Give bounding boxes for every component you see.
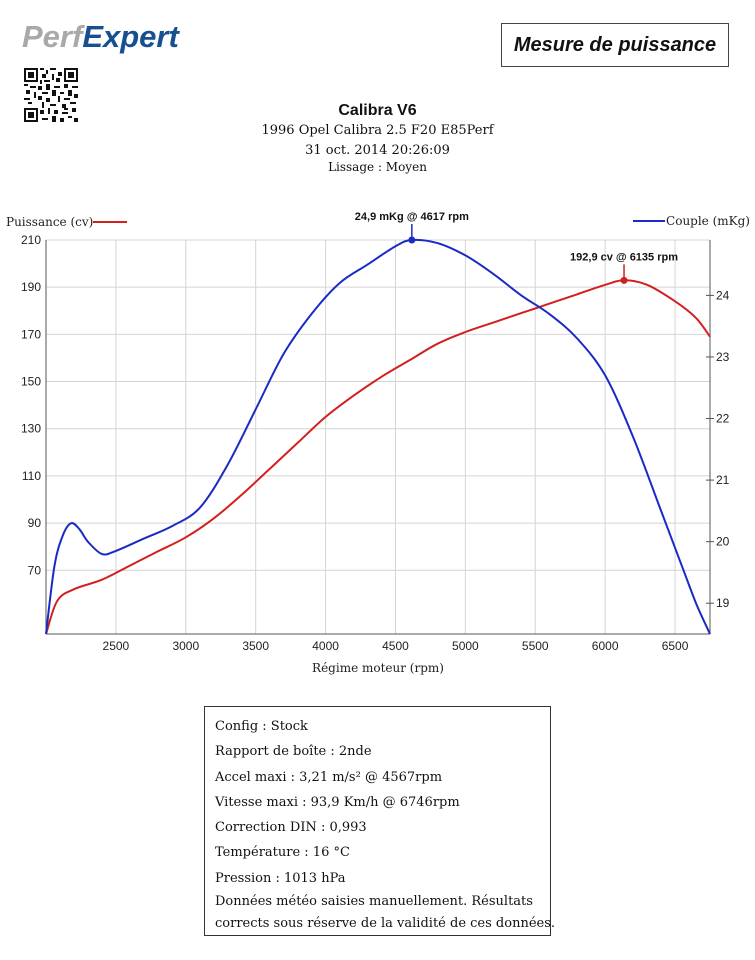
power-peak-label: 192,9 cv @ 6135 rpm [570, 251, 678, 263]
x-tick-label: 6500 [662, 639, 689, 653]
dyno-chart: 2500 3000 3500 4000 4500 5000 5500 6000 6500 70 90… [6, 211, 750, 675]
test-datetime: 31 oct. 2014 20:26:09 [305, 143, 450, 158]
x-tick-label: 3500 [242, 639, 269, 653]
info-gear: Rapport de boîte : 2nde [215, 744, 372, 760]
y-left-tick-label: 170 [21, 327, 41, 341]
x-tick-label: 3000 [172, 639, 199, 653]
test-info-box: Config : Stock Rapport de boîte : 2nde A… [204, 706, 556, 936]
info-max-speed: Vitesse maxi : 93,9 Km/h @ 6746rpm [215, 794, 460, 810]
y-left-tick-label: 70 [28, 563, 42, 577]
torque-peak-marker [408, 236, 416, 244]
qr-code-icon [24, 68, 78, 122]
vehicle-description: 1996 Opel Calibra 2.5 F20 E85Perf [261, 123, 494, 138]
perfexpert-logo: PerfExpert [22, 19, 180, 54]
y-right-tick-label: 24 [716, 288, 730, 302]
y-left-tick-label: 190 [21, 280, 41, 294]
info-note-line-2: corrects sous réserve de la validité de … [215, 916, 556, 932]
x-tick-label: 2500 [103, 639, 130, 653]
smoothing-setting: Lissage : Moyen [328, 160, 427, 174]
info-temperature: Température : 16 °C [215, 845, 350, 861]
y-left-tick-label: 110 [22, 469, 41, 483]
y-right-tick-label: 20 [716, 535, 730, 549]
info-config: Config : Stock [215, 719, 308, 734]
x-tick-label: 4500 [382, 639, 409, 653]
info-pressure: Pression : 1013 hPa [215, 870, 346, 886]
info-max-accel: Accel maxi : 3,21 m/s² @ 4567rpm [215, 769, 443, 785]
y-right-tick-label: 23 [716, 350, 730, 364]
y-right-tick-label: 19 [716, 596, 730, 610]
y-left-tick-label: 130 [21, 422, 41, 436]
torque-peak-label: 24,9 mKg @ 4617 rpm [355, 211, 469, 223]
x-axis-label: Régime moteur (rpm) [312, 661, 444, 675]
power-peak-marker [620, 276, 628, 284]
y-right-tick-label: 21 [716, 473, 730, 487]
y-left-tick-label: 210 [21, 233, 41, 247]
svg-text:PerfExpert: PerfExpert [22, 19, 180, 54]
y-right-axis-label: Couple (mKg) [666, 214, 750, 228]
torque-curve [45, 238, 711, 635]
info-din-correction: Correction DIN : 0,993 [215, 820, 367, 836]
vehicle-title: Calibra V6 [338, 102, 417, 119]
y-left-tick-label: 150 [21, 375, 41, 389]
power-curve [45, 279, 711, 635]
x-tick-label: 5500 [522, 639, 549, 653]
x-tick-label: 6000 [592, 639, 619, 653]
report-type-label: Mesure de puissance [501, 23, 729, 67]
x-tick-label: 5000 [452, 639, 479, 653]
x-tick-label: 4000 [312, 639, 339, 653]
y-left-axis-label: Puissance (cv) [6, 215, 93, 229]
y-left-tick-label: 90 [28, 516, 42, 530]
y-right-tick-label: 22 [716, 412, 730, 426]
info-note-line-1: Données météo saisies manuellement. Résu… [215, 894, 533, 910]
